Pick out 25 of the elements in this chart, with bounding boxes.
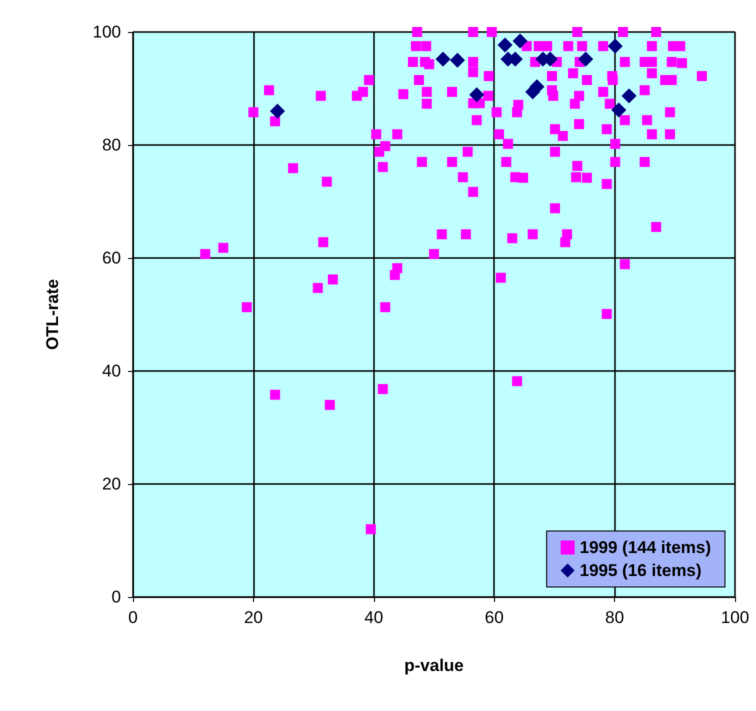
y-axis-title: OTL-rate (43, 279, 62, 350)
y-tick-label: 20 (102, 474, 121, 494)
legend-label: 1999 (144 items) (580, 538, 712, 557)
y-tick-label: 40 (102, 362, 121, 380)
x-tick-label: 80 (605, 608, 624, 627)
point (270, 104, 285, 119)
point (469, 87, 484, 102)
y-tick-label: 100 (92, 22, 121, 42)
legend-label: 1995 (16 items) (580, 561, 702, 580)
x-tick-label: 40 (364, 608, 384, 627)
x-tick-label: 60 (484, 608, 504, 627)
y-tick-label: 80 (102, 136, 121, 154)
point (450, 52, 465, 68)
x-tick-label: 0 (128, 608, 138, 627)
point (498, 37, 513, 52)
x-tick-label: 100 (720, 608, 750, 627)
point (622, 88, 637, 104)
x-tick-label: 20 (244, 608, 263, 627)
y-tick-label: 0 (112, 588, 121, 606)
point (608, 38, 623, 54)
point (512, 34, 528, 49)
point (611, 102, 626, 118)
x-axis-title: p-value (404, 656, 464, 675)
y-tick-label: 60 (102, 248, 121, 268)
point (436, 52, 451, 67)
